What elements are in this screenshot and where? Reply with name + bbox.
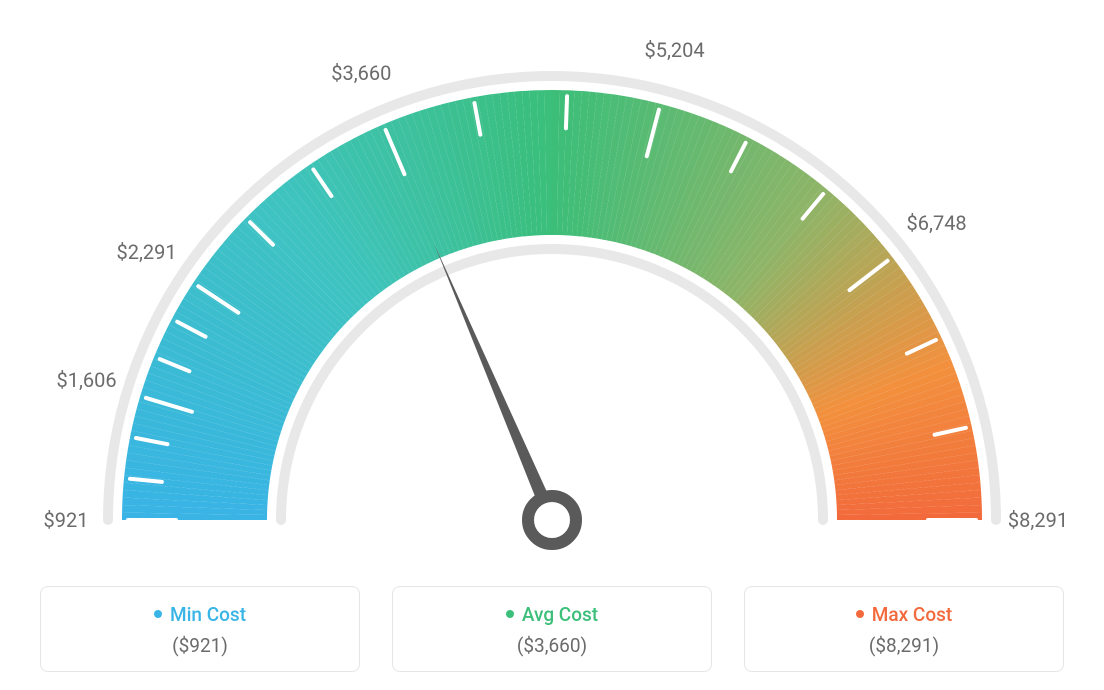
dot-icon	[506, 610, 514, 618]
legend-row: Min Cost ($921) Avg Cost ($3,660) Max Co…	[0, 586, 1104, 672]
gauge-needle-hub	[528, 496, 576, 544]
dot-icon	[856, 610, 864, 618]
gauge-tick-label: $3,660	[331, 61, 391, 85]
gauge-svg	[0, 0, 1104, 560]
legend-value-avg: ($3,660)	[403, 634, 701, 657]
dot-icon	[154, 610, 162, 618]
gauge-tick-label: $5,204	[644, 38, 704, 62]
legend-card-avg: Avg Cost ($3,660)	[392, 586, 712, 672]
gauge-area: $921 $1,606 $2,291 $3,660 $5,204 $6,748 $8,291	[0, 0, 1104, 560]
legend-title-max-text: Max Cost	[872, 603, 952, 626]
legend-title-min-text: Min Cost	[170, 603, 246, 626]
legend-title-avg-text: Avg Cost	[522, 603, 598, 626]
legend-card-min: Min Cost ($921)	[40, 586, 360, 672]
legend-value-min: ($921)	[51, 634, 349, 657]
gauge-tick-label: $1,606	[56, 368, 116, 392]
gauge-tick-label: $6,748	[907, 211, 967, 235]
legend-card-max: Max Cost ($8,291)	[744, 586, 1064, 672]
chart-wrap: $921 $1,606 $2,291 $3,660 $5,204 $6,748 $8,291…	[0, 0, 1104, 690]
legend-title-min: Min Cost	[51, 603, 349, 626]
gauge-tick-label: $8,291	[1008, 508, 1068, 532]
legend-title-max: Max Cost	[755, 603, 1053, 626]
gauge-tick-label: $921	[44, 508, 89, 532]
gauge-tick-label: $2,291	[116, 240, 176, 264]
legend-title-avg: Avg Cost	[403, 603, 701, 626]
gauge-needle	[434, 244, 558, 523]
legend-value-max: ($8,291)	[755, 634, 1053, 657]
